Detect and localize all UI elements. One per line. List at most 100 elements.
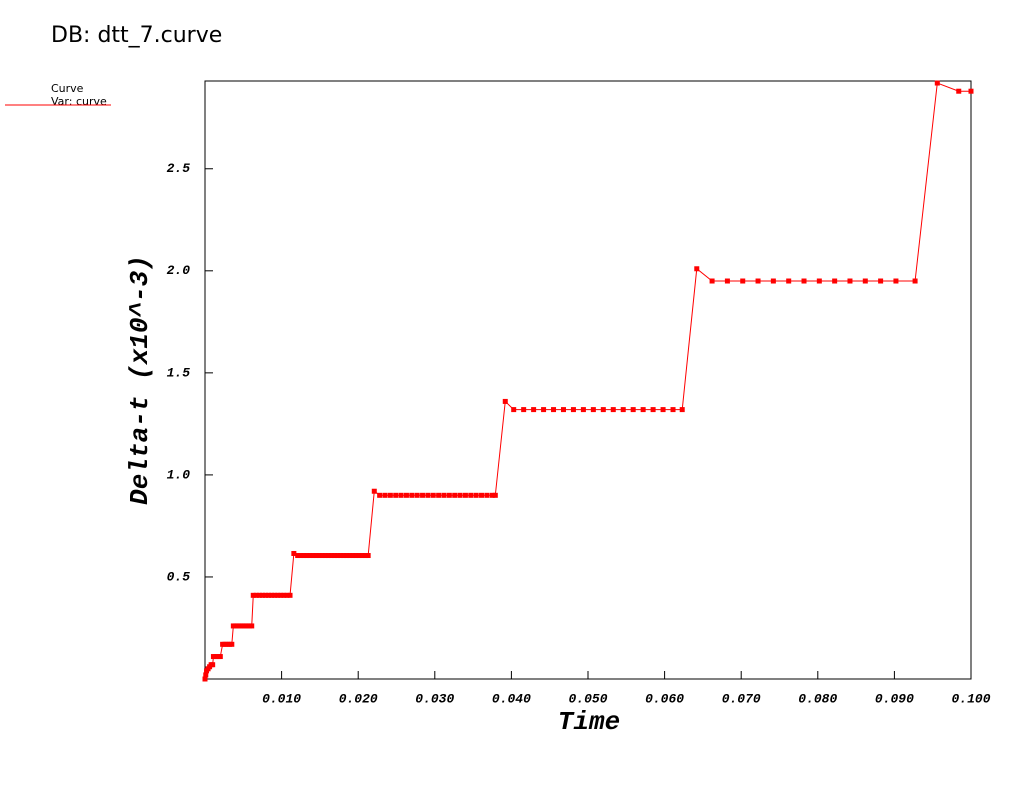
point-marker (359, 553, 365, 559)
y-tick-label: 2.5 (167, 161, 191, 176)
point-marker (457, 492, 463, 498)
point-marker (446, 492, 452, 498)
point-marker (301, 553, 307, 559)
point-marker (462, 492, 468, 498)
point-marker (266, 592, 272, 598)
point-marker (709, 278, 715, 284)
point-marker (335, 553, 341, 559)
point-marker (956, 88, 962, 94)
point-marker (203, 672, 209, 678)
point-marker (436, 492, 442, 498)
x-tick-label: 0.090 (875, 691, 914, 706)
point-marker (468, 492, 474, 498)
point-marker (610, 407, 616, 413)
point-marker (570, 407, 576, 413)
point-marker (893, 278, 899, 284)
point-marker (319, 553, 325, 559)
point-marker (724, 278, 730, 284)
point-marker (934, 80, 940, 86)
y-axis-label: Delta-t (x10^-3) (125, 255, 155, 505)
point-marker (387, 492, 393, 498)
x-tick-label: 0.060 (645, 691, 684, 706)
point-marker (847, 278, 853, 284)
point-marker (770, 278, 776, 284)
point-marker (313, 553, 319, 559)
point-marker (298, 553, 304, 559)
point-marker (755, 278, 761, 284)
point-marker (414, 492, 420, 498)
curve-line (204, 82, 971, 680)
point-marker (287, 592, 293, 598)
point-marker (878, 278, 884, 284)
point-marker (560, 407, 566, 413)
plot-frame (204, 80, 972, 680)
point-marker (786, 278, 792, 284)
point-marker (331, 553, 337, 559)
legend-entry: Var: curve (51, 95, 107, 108)
point-marker (344, 553, 350, 559)
point-marker (531, 407, 537, 413)
point-marker (511, 407, 517, 413)
point-marker (307, 553, 313, 559)
point-marker (640, 407, 646, 413)
y-tick-label: 0.5 (167, 569, 191, 584)
point-marker (229, 641, 235, 647)
chart-title: DB: dtt_7.curve (51, 23, 222, 48)
y-tick-label: 1.5 (167, 365, 191, 380)
point-marker (328, 553, 334, 559)
point-marker (479, 492, 485, 498)
x-tick-label: 0.040 (492, 691, 531, 706)
point-marker (322, 553, 328, 559)
point-marker (409, 492, 415, 498)
point-marker (295, 553, 301, 559)
point-marker (310, 553, 316, 559)
point-marker (430, 492, 436, 498)
point-marker (694, 266, 700, 272)
point-marker (420, 492, 426, 498)
point-marker (338, 553, 344, 559)
point-marker (269, 592, 275, 598)
point-marker (630, 407, 636, 413)
point-marker (600, 407, 606, 413)
point-marker (275, 592, 281, 598)
point-marker (502, 398, 508, 404)
point-marker (316, 553, 322, 559)
point-marker (353, 553, 359, 559)
point-marker (670, 407, 676, 413)
x-tick-label: 0.050 (568, 691, 607, 706)
point-marker (521, 407, 527, 413)
point-marker (492, 492, 498, 498)
point-marker (660, 407, 666, 413)
point-marker (377, 492, 383, 498)
point-marker (249, 623, 255, 629)
point-marker (580, 407, 586, 413)
point-marker (253, 592, 259, 598)
point-marker (541, 407, 547, 413)
y-tick-label: 2.0 (167, 263, 191, 278)
point-marker (278, 592, 284, 598)
point-marker (862, 278, 868, 284)
point-marker (250, 592, 256, 598)
x-tick-label: 0.070 (722, 691, 761, 706)
point-marker (484, 492, 490, 498)
point-marker (452, 492, 458, 498)
point-marker (272, 592, 278, 598)
point-marker (393, 492, 399, 498)
point-marker (202, 676, 208, 682)
point-marker (284, 592, 290, 598)
point-marker (620, 407, 626, 413)
y-tick-label: 1.0 (167, 467, 191, 482)
point-marker (398, 492, 404, 498)
point-marker (365, 553, 371, 559)
x-axis-label: Time (558, 707, 620, 737)
point-marker (801, 278, 807, 284)
point-marker (291, 550, 297, 556)
x-tick-label: 0.100 (951, 691, 990, 706)
point-marker (968, 88, 974, 94)
point-marker (650, 407, 656, 413)
point-marker (441, 492, 447, 498)
point-marker (263, 592, 269, 598)
